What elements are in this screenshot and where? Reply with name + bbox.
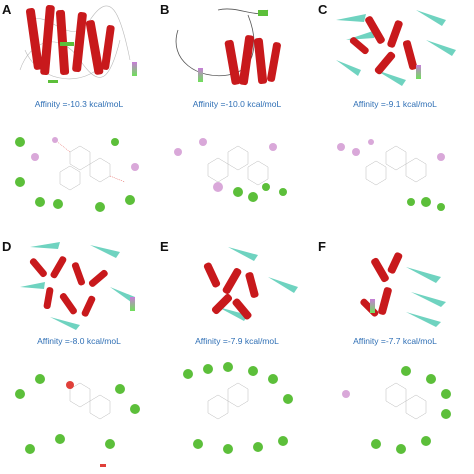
interaction-diagram-d bbox=[15, 374, 140, 467]
protein-structure-d bbox=[20, 242, 135, 330]
residue-circle-icon bbox=[15, 137, 135, 212]
panel-f: F Affinity =-7.7 kcal/moL bbox=[316, 237, 474, 474]
affinity-label: Affinity =-10.3 kcal/moL bbox=[34, 99, 124, 109]
panel-letter: F bbox=[318, 239, 326, 254]
affinity-label: Affinity =-10.0 kcal/moL bbox=[192, 99, 282, 109]
protein-structure-b bbox=[175, 8, 281, 86]
affinity-label: Affinity =-7.7 kcal/moL bbox=[353, 336, 437, 346]
interaction-diagram-f bbox=[342, 366, 451, 454]
panel-letter: E bbox=[160, 239, 169, 254]
panel-d: D Affinity =-8.0 kcal/moL bbox=[0, 237, 158, 474]
interaction-diagram-c bbox=[337, 139, 445, 211]
panel-c: C Affinity =-9.1 kcal/moL bbox=[316, 0, 474, 237]
affinity-label: Affinity =-7.9 kcal/moL bbox=[195, 336, 279, 346]
panel-letter: B bbox=[160, 2, 170, 17]
panel-letter: C bbox=[318, 2, 328, 17]
protein-structure-c bbox=[336, 10, 456, 86]
panel-letter: A bbox=[2, 2, 12, 17]
panel-b: B Affinity =-10.0 kcal/moL bbox=[158, 0, 316, 237]
panel-e: E Affinity =-7.9 kcal/moL bbox=[158, 237, 316, 474]
protein-structure-f bbox=[360, 252, 446, 327]
protein-structure-e bbox=[203, 247, 298, 321]
affinity-label: Affinity =-8.0 kcal/moL bbox=[37, 336, 121, 346]
affinity-label: Affinity =-9.1 kcal/moL bbox=[353, 99, 437, 109]
interaction-diagram-e bbox=[183, 362, 293, 454]
panel-letter: D bbox=[2, 239, 12, 254]
hbond-gradient-legend-icon bbox=[132, 62, 137, 76]
panel-a: A Affinity =-10.3 kcal/moL bbox=[0, 0, 158, 237]
interaction-diagram-a bbox=[15, 137, 139, 212]
interaction-diagram-b bbox=[174, 138, 287, 202]
protein-structure-a bbox=[19, 5, 137, 83]
